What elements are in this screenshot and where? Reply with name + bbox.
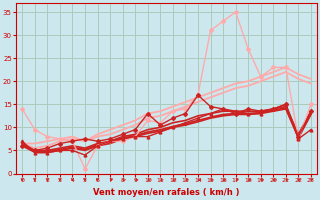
X-axis label: Vent moyen/en rafales ( km/h ): Vent moyen/en rafales ( km/h ) xyxy=(93,188,240,197)
